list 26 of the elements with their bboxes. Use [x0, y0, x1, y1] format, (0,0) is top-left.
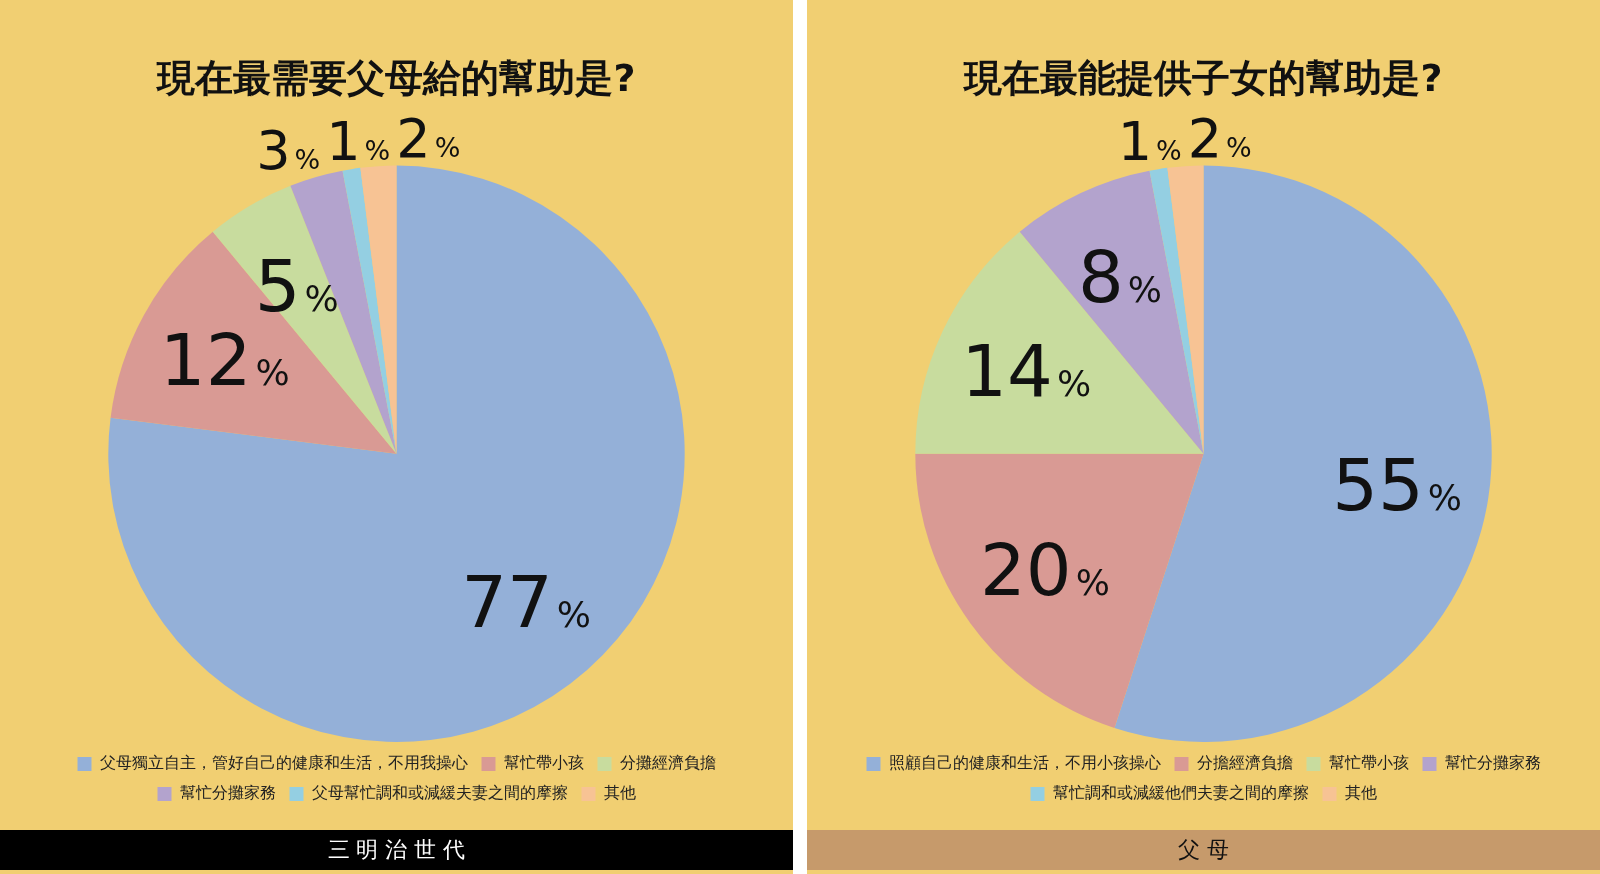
legend-label: 照顧自己的健康和生活，不用小孩操心 [888, 753, 1161, 773]
legend-label: 分擔經濟負擔 [1196, 753, 1293, 773]
data-label: 14% [961, 329, 1092, 414]
legend-label: 分攤經濟負擔 [619, 753, 716, 773]
legend-label: 幫忙分攤家務 [1444, 753, 1541, 773]
data-label: 77% [461, 559, 592, 644]
legend-label: 其他 [603, 783, 636, 803]
legend-label: 幫忙帶小孩 [1328, 753, 1409, 773]
data-label: 1% [1117, 110, 1182, 174]
legend-label: 父母幫忙調和或減緩夫妻之間的摩擦 [311, 783, 568, 803]
legend-label: 幫忙帶小孩 [503, 753, 584, 773]
legend-label: 幫忙分攤家務 [179, 783, 276, 803]
legend-label: 其他 [1344, 783, 1377, 803]
data-label: 2% [1187, 106, 1252, 170]
data-label: 2% [396, 106, 461, 170]
data-label: 1% [326, 110, 391, 174]
chart-title: 現在最能提供子女的幫助是? [962, 55, 1443, 100]
chart-title: 現在最需要父母給的幫助是? [155, 55, 636, 100]
text: 三 明 治 世 代 [0, 830, 793, 870]
legend-label: 幫忙調和或減緩他們夫妻之間的摩擦 [1052, 783, 1309, 803]
data-label: 3% [256, 118, 321, 182]
data-label: 55% [1332, 443, 1462, 528]
data-label: 20% [980, 527, 1110, 612]
legend-label: 父母獨立自主，管好自己的健康和生活，不用我操心 [99, 753, 468, 773]
text: 父 母 [807, 830, 1600, 870]
data-label: 8% [1078, 235, 1163, 320]
